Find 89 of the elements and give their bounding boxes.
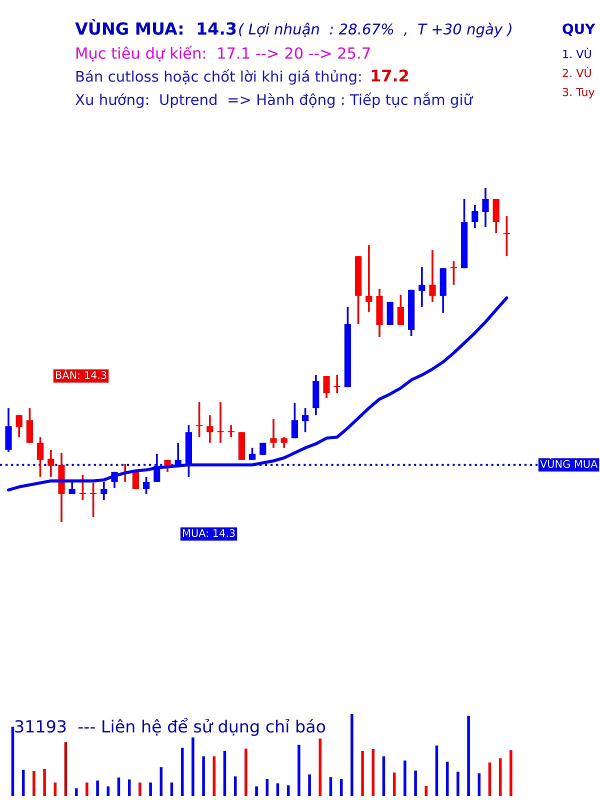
bar bbox=[11, 726, 14, 796]
annotation: BÁN: 14.3 bbox=[56, 369, 106, 380]
bar bbox=[298, 744, 300, 796]
bar bbox=[138, 782, 142, 796]
candlestick bbox=[280, 436, 288, 449]
candlestick bbox=[270, 418, 277, 449]
bar bbox=[414, 770, 417, 796]
text: 17.2 bbox=[372, 70, 408, 82]
bar bbox=[244, 748, 248, 796]
bar bbox=[478, 773, 481, 796]
bar bbox=[212, 756, 216, 796]
bar bbox=[43, 769, 46, 796]
bar bbox=[22, 770, 25, 796]
bar bbox=[435, 746, 438, 796]
candlestick bbox=[26, 407, 33, 444]
bar bbox=[255, 786, 258, 796]
text: QUY bbox=[562, 24, 596, 36]
bar bbox=[160, 767, 163, 796]
bar bbox=[456, 772, 460, 796]
bar bbox=[329, 777, 332, 796]
bar bbox=[64, 742, 68, 796]
candlestick bbox=[249, 446, 256, 461]
bar bbox=[192, 737, 194, 796]
text: Mục tiêu dự kiến: 17.1 --> 20 --> 25.7 bbox=[76, 46, 370, 62]
candlestick bbox=[228, 424, 234, 438]
candlestick bbox=[217, 401, 224, 444]
text: MUA: 14.3 bbox=[183, 529, 235, 538]
bar bbox=[128, 779, 131, 796]
candlestick bbox=[16, 414, 22, 438]
candlestick bbox=[492, 198, 500, 234]
candlestick bbox=[334, 374, 340, 394]
candlestick bbox=[196, 401, 203, 438]
bar bbox=[340, 779, 343, 796]
bar bbox=[372, 749, 375, 796]
bar bbox=[350, 714, 354, 796]
bar bbox=[170, 782, 174, 796]
text: Xu hướng: Uptrend => Hành động : Tiếp tục nắm giữ bbox=[75, 92, 474, 108]
bar bbox=[318, 738, 322, 796]
bar bbox=[96, 780, 99, 796]
bar bbox=[32, 770, 36, 796]
text: 2. VÙ bbox=[562, 66, 591, 78]
candlestick bbox=[482, 187, 489, 228]
text: 1. VÙ bbox=[563, 48, 591, 58]
candlestick bbox=[206, 414, 214, 444]
candlestick bbox=[260, 442, 266, 456]
candlestick bbox=[450, 260, 457, 286]
candlestick bbox=[503, 215, 510, 258]
candlestick bbox=[472, 204, 478, 229]
bar bbox=[117, 778, 120, 796]
candlestick bbox=[397, 294, 404, 326]
bar bbox=[361, 750, 364, 796]
bar bbox=[180, 748, 184, 796]
candlestick bbox=[5, 407, 12, 453]
bar bbox=[467, 716, 470, 796]
bar bbox=[223, 750, 226, 796]
candlestick bbox=[291, 402, 298, 440]
candlestick bbox=[37, 436, 44, 478]
candlestick bbox=[366, 244, 372, 313]
candlestick bbox=[79, 474, 86, 501]
bar bbox=[308, 774, 311, 796]
candlestick bbox=[386, 300, 394, 326]
bar bbox=[266, 779, 269, 796]
bar bbox=[106, 786, 110, 796]
candlestick bbox=[429, 249, 436, 303]
candlestick bbox=[418, 266, 426, 308]
candlestick bbox=[323, 375, 330, 399]
candlestick bbox=[143, 476, 150, 495]
bar bbox=[392, 772, 396, 796]
bar bbox=[498, 758, 502, 796]
text: Bán cutloss hoặc chốt lời khi giá thủng: bbox=[76, 69, 361, 85]
bar bbox=[510, 750, 512, 796]
annotation: 31193 --- Liên hệ để sử dụng chỉ báo bbox=[15, 718, 326, 736]
bar bbox=[404, 760, 406, 796]
candlestick bbox=[302, 407, 309, 434]
bar bbox=[86, 782, 88, 796]
bar bbox=[234, 776, 237, 796]
bar bbox=[424, 786, 428, 796]
chart-title: VÙNG MUA: 14.3 bbox=[75, 19, 236, 35]
candlestick bbox=[90, 482, 97, 518]
bar bbox=[488, 762, 492, 796]
text: 3. Tuy bbox=[562, 88, 595, 98]
bar bbox=[54, 782, 57, 796]
chart-subtitle: ( Lợi nhuận : 28.67% , T +30 ngày ) bbox=[239, 22, 512, 38]
bar bbox=[446, 762, 449, 796]
ref-line-label: VÙNG MUA bbox=[540, 458, 598, 468]
bar bbox=[202, 756, 205, 796]
bar bbox=[382, 756, 386, 796]
bar bbox=[149, 782, 152, 796]
candlestick bbox=[48, 448, 54, 478]
